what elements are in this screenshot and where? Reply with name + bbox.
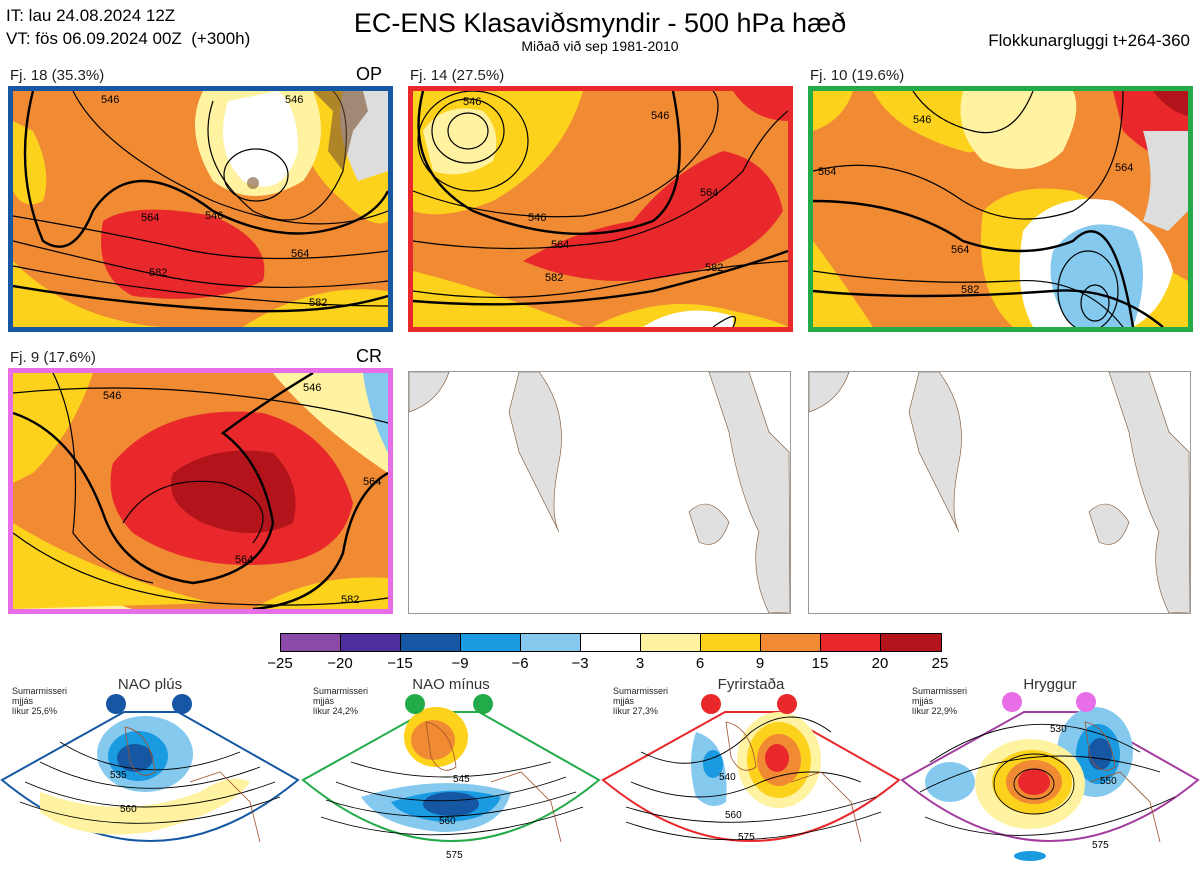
colorbar-tick: −15	[387, 655, 413, 672]
regime-fyrirstada-graphic: 540 560 575	[601, 694, 901, 843]
colorbar-swatch	[401, 634, 461, 651]
colorbar-swatch	[521, 634, 581, 651]
regime-name: Hryggur	[1023, 676, 1077, 693]
cluster-map-4: 546 546 564 564 582	[8, 368, 393, 614]
regime-hryggur: 530 550 575 Sumarmisseri mjjás líkur 22,…	[900, 672, 1200, 871]
colorbar-swatch	[461, 634, 521, 651]
svg-text:546: 546	[103, 390, 121, 402]
regime-name: NAO plús	[117, 676, 183, 693]
svg-text:564: 564	[700, 187, 718, 199]
svg-text:546: 546	[205, 210, 223, 222]
colorbar-tick: 6	[695, 655, 705, 672]
colorbar-tick: −20	[327, 655, 353, 672]
empty-map-5	[408, 371, 791, 614]
svg-text:564: 564	[551, 239, 569, 251]
cluster-map-3: 546 564 564 564 582	[808, 86, 1193, 332]
regime-info: Sumarmisseri mjjás líkur 27,3%	[613, 686, 669, 716]
panel-1-label: Fj. 18 (35.3%)	[10, 67, 105, 84]
page-title: EC-ENS Klasaviðsmyndir - 500 hPa hæð	[353, 8, 847, 38]
colorbar-swatch	[581, 634, 641, 651]
cluster-map-4-graphic: 546 546 564 564 582	[13, 373, 388, 609]
regime-contour-label: 560	[120, 804, 137, 815]
svg-text:582: 582	[149, 267, 167, 279]
colorbar	[280, 633, 942, 652]
colorbar-tick: −9	[451, 655, 469, 672]
regime-nao-plus-graphic: 535 560	[0, 694, 300, 843]
colorbar-tick: 9	[755, 655, 765, 672]
svg-text:546: 546	[303, 382, 321, 394]
regime-contour-label: 575	[1092, 840, 1109, 851]
empty-map-5-graphic	[409, 372, 790, 613]
svg-text:582: 582	[341, 594, 359, 606]
colorbar-tick: −3	[571, 655, 589, 672]
regime-contour-label: 550	[1100, 776, 1117, 787]
panel-1-tag: OP	[356, 64, 383, 84]
empty-map-6	[808, 371, 1191, 614]
regime-info: Sumarmisseri mjjás líkur 25,6%	[12, 686, 68, 716]
cluster-map-2: 546 546 546 564 564 582 582	[408, 86, 793, 332]
regime-contour-label: 545	[453, 774, 470, 785]
regime-contour-label: 560	[439, 816, 456, 827]
svg-text:546: 546	[651, 110, 669, 122]
cluster-map-1: 546 546 546 564 564 582 582	[8, 86, 393, 332]
regime-contour-label: 575	[446, 850, 463, 861]
valid-time: VT: fös 06.09.2024 00Z (+300h)	[6, 29, 251, 48]
svg-text:546: 546	[101, 94, 119, 106]
svg-text:564: 564	[235, 554, 253, 566]
run-info: IT: lau 24.08.2024 12Z VT: fös 06.09.202…	[6, 4, 250, 50]
svg-text:582: 582	[705, 262, 723, 274]
colorbar-tick: 25	[931, 655, 949, 672]
panel-2-label: Fj. 14 (27.5%)	[410, 67, 505, 84]
cluster-map-2-graphic: 546 546 546 564 564 582 582	[413, 91, 788, 327]
svg-text:582: 582	[961, 284, 979, 296]
regime-info: Sumarmisseri mjjás líkur 22,9%	[912, 686, 968, 716]
panel-4-label: Fj. 9 (17.6%)	[10, 349, 96, 366]
svg-text:582: 582	[309, 297, 327, 309]
svg-text:564: 564	[141, 212, 159, 224]
cluster-window: Flokkunargluggi t+264-360	[988, 31, 1190, 50]
cluster-map-1-graphic: 546 546 546 564 564 582 582	[13, 91, 388, 327]
colorbar-tick: −25	[267, 655, 293, 672]
svg-text:546: 546	[528, 212, 546, 224]
svg-text:564: 564	[1115, 162, 1133, 174]
colorbar-swatch	[821, 634, 881, 651]
svg-text:546: 546	[463, 96, 481, 108]
regime-contour-label: 560	[725, 810, 742, 821]
regime-nao-plus: 535 560 Sumarmisseri mjjás líkur 25,6% N…	[0, 672, 300, 871]
regime-fyrirstada: 540 560 575 Sumarmisseri mjjás líkur 27,…	[601, 672, 901, 871]
regime-info: Sumarmisseri mjjás líkur 24,2%	[313, 686, 369, 716]
regime-contour-label: 575	[738, 832, 755, 843]
colorbar-tick: 20	[871, 655, 889, 672]
page-subtitle: Miðað við sep 1981-2010	[521, 38, 679, 54]
empty-map-6-graphic	[809, 372, 1190, 613]
panel-3-label: Fj. 10 (19.6%)	[810, 67, 905, 84]
cluster-map-3-graphic: 546 564 564 564 582	[813, 91, 1188, 327]
regime-nao-minus: 545 560 575 Sumarmisseri mjjás líkur 24,…	[301, 672, 601, 871]
svg-text:564: 564	[363, 476, 381, 488]
regime-name: NAO mínus	[412, 676, 490, 693]
svg-text:546: 546	[285, 94, 303, 106]
colorbar-swatch	[341, 634, 401, 651]
svg-text:564: 564	[951, 244, 969, 256]
colorbar-swatch	[761, 634, 821, 651]
regime-contour-label: 535	[110, 770, 127, 781]
svg-text:582: 582	[545, 272, 563, 284]
regime-name: Fyrirstaða	[717, 676, 785, 693]
colorbar-swatch	[281, 634, 341, 651]
colorbar-swatch	[881, 634, 941, 651]
colorbar-swatch	[701, 634, 761, 651]
svg-text:564: 564	[291, 248, 309, 260]
colorbar-tick: 15	[811, 655, 829, 672]
panel-4-tag: CR	[356, 346, 382, 366]
svg-text:564: 564	[818, 166, 836, 178]
colorbar-tick: 3	[635, 655, 645, 672]
svg-text:546: 546	[913, 114, 931, 126]
regime-contour-label: 540	[719, 772, 736, 783]
regime-contour-label: 530	[1050, 724, 1067, 735]
colorbar-tick: −6	[511, 655, 529, 672]
regime-nao-minus-graphic: 545 560 575	[301, 694, 601, 861]
colorbar-swatch	[641, 634, 701, 651]
regime-hryggur-graphic: 530 550 575	[900, 692, 1200, 861]
initial-time: IT: lau 24.08.2024 12Z	[6, 6, 176, 25]
